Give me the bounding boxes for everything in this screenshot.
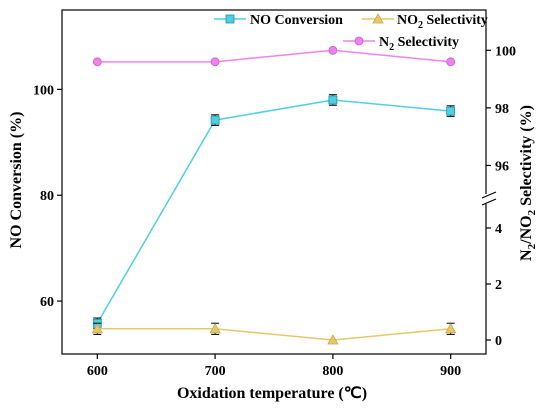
no2-selectivity-point xyxy=(209,322,221,334)
n2-selectivity-point xyxy=(210,57,220,67)
no2-selectivity-point xyxy=(327,334,339,345)
no2-selectivity-point xyxy=(91,322,104,334)
y-right-lower-tick-label: 0 xyxy=(495,334,502,349)
legend-no2-marker xyxy=(372,13,384,24)
x-tick-label: 800 xyxy=(322,364,343,379)
legend-n2-sub: 2 xyxy=(389,42,394,53)
y-right-lower-tick-label: 4 xyxy=(495,222,502,237)
y-axis-right-title: N2/NO2 Selectivity (%) xyxy=(518,105,538,261)
legend: NO Conversion NO2 Selectivity N2 Selecti… xyxy=(214,13,488,53)
plot-frame xyxy=(61,9,487,355)
n2-selectivity-point xyxy=(446,57,456,67)
x-axis-title: Oxidation temperature (℃) xyxy=(177,385,367,402)
x-tick-label: 900 xyxy=(440,364,461,379)
no-conversion-point xyxy=(328,95,338,105)
legend-no2-rest: Selectivity xyxy=(423,13,488,28)
no-conversion-point xyxy=(210,115,220,125)
legend-no2-sub: 2 xyxy=(418,20,423,31)
no2-selectivity-point xyxy=(444,322,457,334)
legend-no2-main: NO xyxy=(397,13,418,28)
axis-break-gap xyxy=(483,194,497,204)
legend-no2-label: NO2 Selectivity xyxy=(397,13,488,31)
y-axis-left-title: NO Conversion (%) xyxy=(8,112,25,249)
no2-selectivity-line xyxy=(97,328,451,341)
y-left-tick-label: 100 xyxy=(33,83,54,98)
no-conversion-line xyxy=(96,99,451,324)
x-tick-label: 700 xyxy=(205,364,226,379)
y-right-upper-tick-label: 98 xyxy=(495,102,509,117)
n2-selectivity-point xyxy=(92,57,102,67)
no-conversion-point xyxy=(446,106,456,116)
legend-no-conversion-marker xyxy=(225,14,235,24)
x-tick-label: 600 xyxy=(87,364,108,379)
n2-selectivity-point xyxy=(328,45,338,55)
legend-no-conversion-label: NO Conversion xyxy=(250,13,343,28)
y-left-tick-label: 80 xyxy=(40,189,54,204)
axis-break-mark xyxy=(481,198,497,206)
y-right-upper-tick-label: 96 xyxy=(495,159,509,174)
n2-selectivity-line xyxy=(97,49,451,63)
y-left-tick-label: 60 xyxy=(40,295,54,310)
plot-layer: 600 700 800 900 60 80 100 0 2 4 96 98 100 xyxy=(33,9,516,379)
legend-n2-label: N2 Selectivity xyxy=(379,35,459,53)
legend-n2-marker xyxy=(354,36,364,46)
y-right-lower-tick-label: 2 xyxy=(495,278,502,293)
y-right-upper-tick-label: 100 xyxy=(495,44,516,59)
legend-n2-rest: Selectivity xyxy=(394,35,459,50)
axis-break-mark xyxy=(481,191,497,199)
legend-n2-main: N xyxy=(379,35,389,50)
